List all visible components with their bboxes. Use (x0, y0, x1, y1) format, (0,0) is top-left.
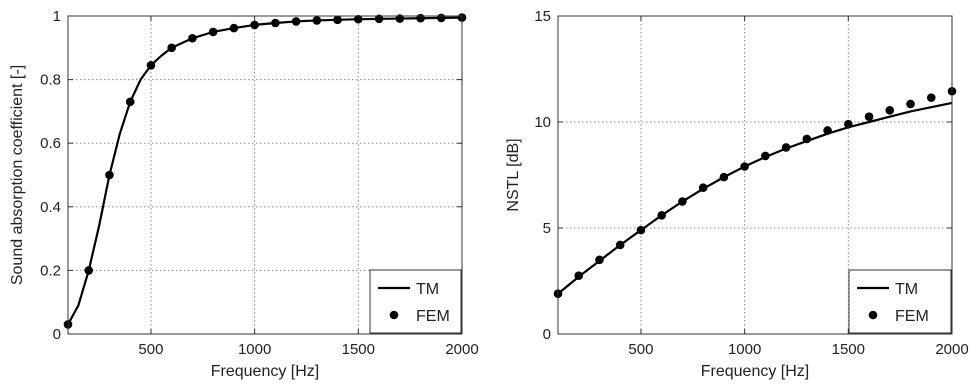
series-point-fem (291, 17, 301, 26)
legend-label: TM (416, 281, 439, 298)
legend-box (848, 269, 952, 334)
series-point-fem (333, 15, 342, 25)
series-point-fem (802, 134, 812, 144)
series-point-fem (823, 126, 832, 135)
series-point-fem (698, 183, 708, 193)
x-tick-label: 500 (138, 341, 163, 358)
series-point-fem (636, 225, 646, 235)
series-point-fem (146, 60, 156, 70)
y-tick-label: 10 (534, 114, 551, 131)
y-tick-label: 0.8 (40, 72, 61, 89)
legend-box (369, 269, 462, 334)
legend: TM FEM (369, 269, 462, 334)
series-point-fem (781, 143, 791, 152)
legend: TM FEM (848, 269, 952, 334)
y-tick-label: 5 (543, 220, 551, 237)
series-point-fem (906, 99, 915, 109)
axes-frame (67, 15, 463, 335)
x-tick-label: 1000 (238, 341, 271, 358)
x-tick-label: 2000 (935, 341, 968, 358)
series-point-fem (761, 151, 770, 161)
series-point-fem (271, 18, 280, 28)
series-point-fem (844, 119, 853, 129)
series-point-fem (657, 210, 666, 220)
y-tick-label: 0 (543, 326, 551, 343)
series-point-fem (719, 172, 729, 182)
series-point-fem (595, 255, 604, 265)
y-tick-label: 0 (53, 326, 61, 343)
series-point-fem (167, 43, 176, 53)
series-point-fem (864, 112, 874, 121)
series-point-fem (574, 271, 584, 281)
x-tick-label: 1000 (728, 341, 761, 358)
chart-2: 500 1000 1500 2000 0 5 10 15 Frequency [Hz] NSTL … (505, 8, 969, 380)
legend-marker-swatch (389, 310, 399, 320)
series-point-fem (188, 33, 197, 43)
series-point-fem (208, 27, 218, 37)
series-point-fem (678, 197, 687, 206)
x-tick-label: 1500 (832, 341, 865, 358)
y-tick-label: 0.2 (40, 262, 61, 279)
legend-label: TM (895, 281, 918, 298)
y-tick-label: 0.6 (40, 135, 61, 152)
series-point-fem (885, 106, 895, 115)
legend-label: FEM (416, 308, 450, 325)
series-point-fem (84, 266, 94, 275)
y-axis-label: Sound absorption coefficient [-] (9, 65, 26, 285)
series-point-fem (354, 14, 363, 24)
x-tick-label: 500 (628, 341, 653, 358)
series-point-fem (615, 240, 625, 250)
series-point-fem (125, 97, 135, 107)
series-point-fem (312, 16, 322, 25)
x-axis-label: Frequency [Hz] (211, 363, 319, 380)
axes-frame (557, 15, 953, 335)
x-axis-label: Frequency [Hz] (701, 363, 809, 380)
y-tick-label: 15 (534, 8, 551, 25)
series-point-fem (926, 93, 936, 102)
x-tick-label: 2000 (445, 341, 478, 358)
series-point-fem (416, 13, 425, 23)
x-tick-label: 1500 (342, 341, 375, 358)
legend-label: FEM (895, 308, 929, 325)
series-point-fem (250, 20, 259, 30)
legend-marker-swatch (868, 310, 878, 320)
y-axis-label: NSTL [dB] (505, 138, 522, 211)
chart-1: 500 1000 1500 2000 0 0.2 0.4 0.6 0.8 1 Frequency [… (9, 8, 479, 380)
y-tick-label: 1 (53, 8, 61, 25)
series-point-fem (740, 162, 749, 171)
series-point-fem (374, 14, 384, 24)
series-point-fem (229, 23, 239, 33)
y-tick-label: 0.4 (40, 199, 61, 216)
series-point-fem (436, 13, 446, 23)
series-point-fem (105, 170, 114, 180)
